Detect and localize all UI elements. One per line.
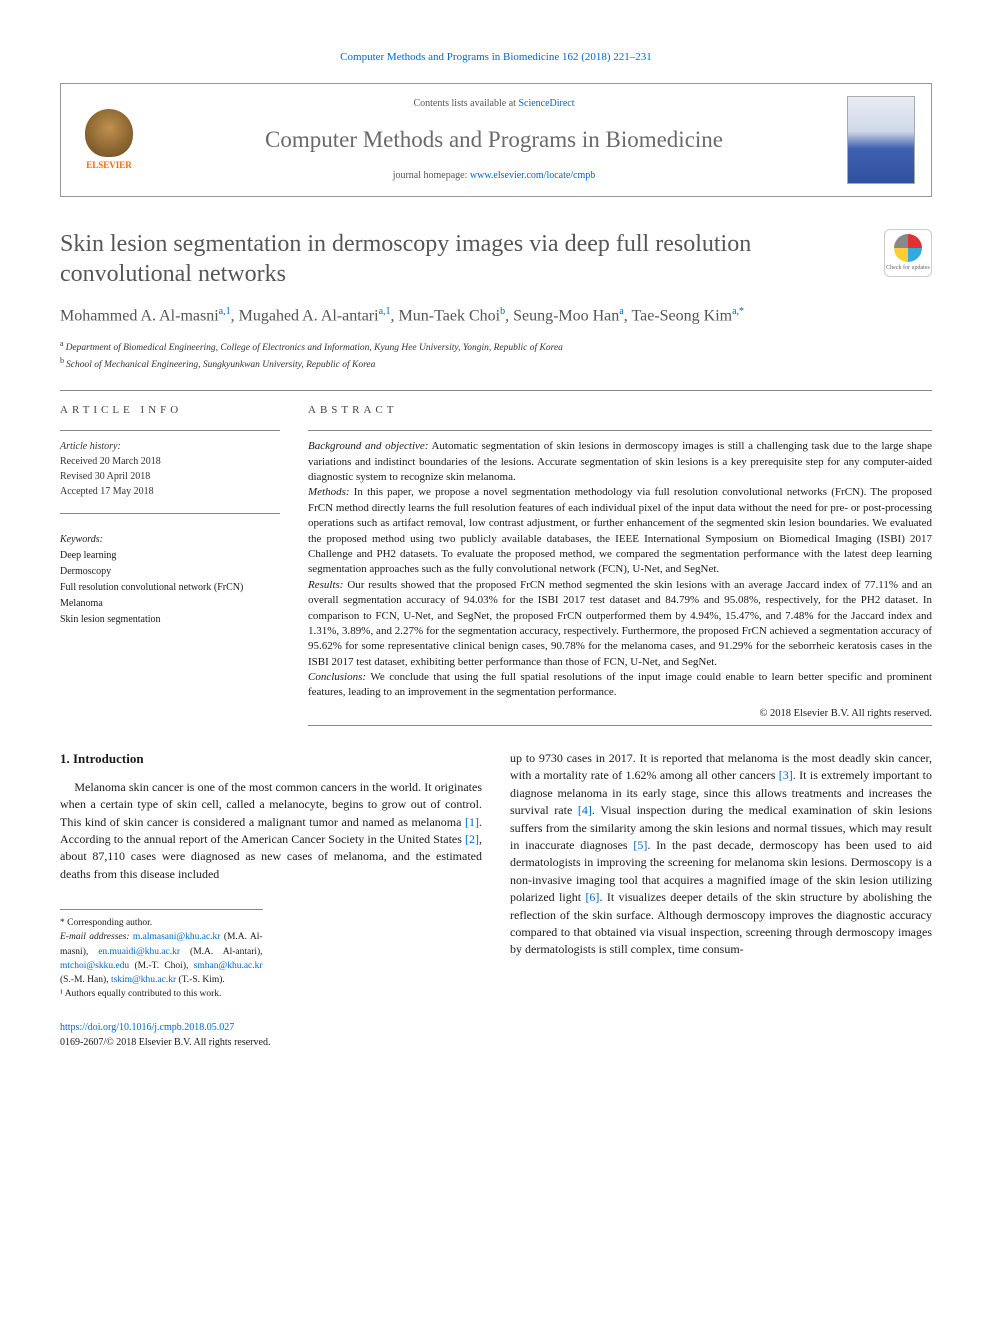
author-affil-sup: b xyxy=(500,306,505,317)
citation-link[interactable]: [3] xyxy=(779,768,793,782)
conclusions-label: Conclusions: xyxy=(308,671,366,683)
author: Mugahed A. Al-antari xyxy=(239,307,379,324)
abstract-divider xyxy=(308,430,932,431)
journal-header-box: ELSEVIER Contents lists available at Sci… xyxy=(60,83,932,197)
emails-line: E-mail addresses: m.almasani@khu.ac.kr (… xyxy=(60,930,263,987)
sciencedirect-link[interactable]: ScienceDirect xyxy=(518,98,574,109)
citation-link[interactable]: [1] xyxy=(465,815,479,829)
citation-link[interactable]: [5] xyxy=(633,838,647,852)
section-heading-intro: 1. Introduction xyxy=(60,750,482,769)
journal-name: Computer Methods and Programs in Biomedi… xyxy=(157,124,831,155)
keyword-item: Deep learning xyxy=(60,548,280,564)
email-link[interactable]: m.almasani@khu.ac.kr xyxy=(133,932,221,942)
keyword-item: Full resolution convolutional network (F… xyxy=(60,580,280,596)
conclusions-text: We conclude that using the full spatial … xyxy=(308,671,932,698)
article-info-column: ARTICLE INFO Article history: Received 2… xyxy=(60,403,280,726)
email-link[interactable]: mtchoi@skku.edu xyxy=(60,961,129,971)
corresponding-author-note: * Corresponding author. xyxy=(60,916,263,930)
author: Seung-Moo Han xyxy=(513,307,619,324)
keyword-item: Dermoscopy xyxy=(60,564,280,580)
affiliation-line: a Department of Biomedical Engineering, … xyxy=(60,338,932,355)
elsevier-label: ELSEVIER xyxy=(86,159,132,171)
header-middle: Contents lists available at ScienceDirec… xyxy=(157,97,831,183)
journal-reference-line: Computer Methods and Programs in Biomedi… xyxy=(60,50,932,65)
elsevier-logo: ELSEVIER xyxy=(77,104,141,176)
body-column-right: up to 9730 cases in 2017. It is reported… xyxy=(510,750,932,1050)
journal-cover-thumbnail xyxy=(847,96,915,184)
abstract-copyright: © 2018 Elsevier B.V. All rights reserved… xyxy=(308,707,932,721)
doi-block: https://doi.org/10.1016/j.cmpb.2018.05.0… xyxy=(60,1020,482,1050)
author: Mun-Taek Choi xyxy=(399,307,501,324)
article-history: Article history: Received 20 March 2018 … xyxy=(60,439,280,499)
author: Tae-Seong Kim xyxy=(631,307,732,324)
keyword-item: Skin lesion segmentation xyxy=(60,612,280,628)
keyword-item: Melanoma xyxy=(60,596,280,612)
keywords-block: Keywords: Deep learningDermoscopyFull re… xyxy=(60,532,280,628)
citation-link[interactable]: [2] xyxy=(465,832,479,846)
citation-link[interactable]: [6] xyxy=(585,890,599,904)
author-affil-sup: a,1 xyxy=(219,306,231,317)
author-affil-sup: a,1 xyxy=(379,306,391,317)
article-title: Skin lesion segmentation in dermoscopy i… xyxy=(60,229,868,289)
abstract-column: ABSTRACT Background and objective: Autom… xyxy=(308,403,932,726)
authors-line: Mohammed A. Al-masnia,1, Mugahed A. Al-a… xyxy=(60,305,932,328)
keywords-label: Keywords: xyxy=(60,532,280,548)
email-link[interactable]: en.muaidi@khu.ac.kr xyxy=(98,947,180,957)
emails-label: E-mail addresses: xyxy=(60,932,133,942)
author-affil-sup: a,* xyxy=(732,306,744,317)
crossmark-label: Check for updates xyxy=(886,264,930,272)
results-label: Results: xyxy=(308,579,343,591)
homepage-prefix: journal homepage: xyxy=(393,170,470,181)
abstract-bottom-divider xyxy=(308,725,932,726)
contents-prefix: Contents lists available at xyxy=(413,98,518,109)
methods-text: In this paper, we propose a novel segmen… xyxy=(308,486,932,575)
article-info-header: ARTICLE INFO xyxy=(60,403,280,418)
intro-paragraph-right: up to 9730 cases in 2017. It is reported… xyxy=(510,750,932,959)
received-date: Received 20 March 2018 xyxy=(60,454,280,469)
results-text: Our results showed that the proposed FrC… xyxy=(308,579,932,668)
contents-available-line: Contents lists available at ScienceDirec… xyxy=(157,97,831,111)
email-link[interactable]: smhan@khu.ac.kr xyxy=(194,961,263,971)
keywords-divider xyxy=(60,513,280,514)
body-column-left: 1. Introduction Melanoma skin cancer is … xyxy=(60,750,482,1050)
history-label: Article history: xyxy=(60,439,280,454)
abstract-header: ABSTRACT xyxy=(308,403,932,418)
author: Mohammed A. Al-masni xyxy=(60,307,219,324)
issn-copyright: 0169-2607/© 2018 Elsevier B.V. All right… xyxy=(60,1037,270,1048)
methods-label: Methods: xyxy=(308,486,350,498)
title-row: Skin lesion segmentation in dermoscopy i… xyxy=(60,229,932,289)
affiliations: a Department of Biomedical Engineering, … xyxy=(60,338,932,373)
crossmark-badge[interactable]: Check for updates xyxy=(884,229,932,277)
doi-link[interactable]: https://doi.org/10.1016/j.cmpb.2018.05.0… xyxy=(60,1022,234,1033)
email-link[interactable]: tskim@khu.ac.kr xyxy=(111,975,176,985)
equal-contribution-note: ¹ Authors equally contributed to this wo… xyxy=(60,987,263,1001)
info-abstract-row: ARTICLE INFO Article history: Received 2… xyxy=(60,403,932,726)
page-container: Computer Methods and Programs in Biomedi… xyxy=(0,0,992,1090)
journal-homepage-line: journal homepage: www.elsevier.com/locat… xyxy=(157,169,831,183)
citation-link[interactable]: [4] xyxy=(578,803,592,817)
background-label: Background and objective: xyxy=(308,440,428,452)
abstract-body: Background and objective: Automatic segm… xyxy=(308,439,932,701)
homepage-link[interactable]: www.elsevier.com/locate/cmpb xyxy=(470,170,595,181)
divider-top xyxy=(60,390,932,391)
crossmark-icon xyxy=(894,234,922,262)
elsevier-tree-icon xyxy=(85,109,133,157)
affiliation-line: b School of Mechanical Engineering, Sung… xyxy=(60,355,932,372)
author-affil-sup: a xyxy=(619,306,623,317)
body-two-column: 1. Introduction Melanoma skin cancer is … xyxy=(60,750,932,1050)
revised-date: Revised 30 April 2018 xyxy=(60,469,280,484)
intro-paragraph-left: Melanoma skin cancer is one of the most … xyxy=(60,779,482,883)
accepted-date: Accepted 17 May 2018 xyxy=(60,484,280,499)
footnotes-block: * Corresponding author. E-mail addresses… xyxy=(60,909,263,1002)
info-divider xyxy=(60,430,280,431)
